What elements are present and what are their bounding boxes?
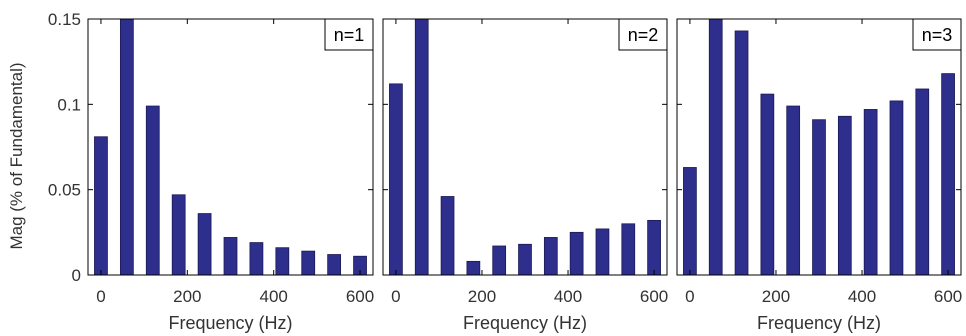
bar <box>119 19 134 275</box>
x-tick-label: 200 <box>173 287 201 306</box>
bar <box>543 237 558 275</box>
x-tick-label: 400 <box>259 287 287 306</box>
bar <box>812 119 826 275</box>
bar <box>683 167 697 275</box>
bar <box>440 196 455 275</box>
chart-panel-1: 0 200 400 600 0 0.05 0.1 0.15 Frequency (Hz) n=1 <box>48 10 374 333</box>
bar-series <box>683 19 955 275</box>
x-tick-label: 200 <box>468 287 496 306</box>
bar <box>327 254 342 275</box>
bar <box>492 245 507 275</box>
annotation-box <box>912 18 962 51</box>
y-tick-label: 0 <box>72 266 81 285</box>
bar <box>569 231 584 275</box>
annotation-label: n=2 <box>628 25 659 45</box>
x-tick-label: 600 <box>934 287 962 306</box>
x-tick-label: 400 <box>848 287 876 306</box>
axes-box <box>87 18 374 276</box>
x-tick-label: 200 <box>762 287 790 306</box>
bar <box>786 105 801 275</box>
x-tick-label: 400 <box>554 287 582 306</box>
x-tick-label: 600 <box>346 287 374 306</box>
bar <box>466 260 481 275</box>
bar <box>734 30 749 275</box>
bar <box>171 194 186 275</box>
bar <box>889 100 904 275</box>
y-tick-label: 0.05 <box>48 181 81 200</box>
x-axis-label: Frequency (Hz) <box>168 313 292 333</box>
bar <box>837 115 852 275</box>
bar <box>389 83 403 275</box>
x-tick-label: 600 <box>640 287 668 306</box>
x-axis-label: Frequency (Hz) <box>757 313 881 333</box>
x-tick-label: 0 <box>96 287 105 306</box>
bar <box>595 228 610 275</box>
y-tick-label: 0.15 <box>48 10 81 29</box>
chart-panel-2: 0 200 400 600 Frequency (Hz) n=2 <box>382 18 668 333</box>
x-tick-label: 0 <box>391 287 400 306</box>
bar <box>145 105 160 275</box>
bar <box>708 19 723 275</box>
bar <box>301 250 316 275</box>
bar <box>249 242 264 275</box>
annotation-label: n=1 <box>334 25 365 45</box>
annotation-label: n=3 <box>922 25 953 45</box>
bar <box>760 93 775 275</box>
bar <box>94 136 108 275</box>
bar <box>621 223 636 275</box>
axes-box <box>676 18 962 276</box>
chart-panel-3: 0 200 400 600 Frequency (Hz) n=3 <box>676 18 962 333</box>
bar-series <box>389 19 661 275</box>
axes-box <box>382 18 668 276</box>
annotation-box <box>618 18 668 51</box>
bar <box>223 237 238 275</box>
bar <box>414 19 429 275</box>
y-tick-label: 0.1 <box>57 95 81 114</box>
bar <box>915 88 930 275</box>
bar <box>197 213 212 275</box>
bar <box>518 243 532 275</box>
x-axis-label: Frequency (Hz) <box>463 313 587 333</box>
bar <box>863 109 878 275</box>
bar <box>647 219 661 275</box>
bar <box>275 247 290 275</box>
y-axis-label: Mag (% of Fundamental) <box>7 62 26 249</box>
annotation-box <box>324 18 374 51</box>
bar <box>941 73 955 275</box>
x-tick-label: 0 <box>685 287 694 306</box>
